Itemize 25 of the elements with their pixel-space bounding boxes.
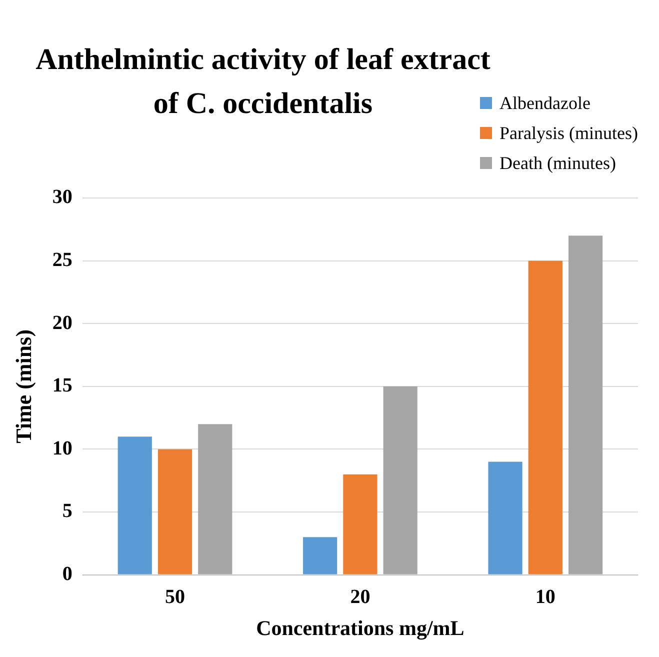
- y-axis-title: Time (mins): [10, 329, 36, 444]
- y-tick-label: 5: [62, 500, 72, 522]
- y-tick-label: 0: [62, 562, 72, 585]
- legend-label: Paralysis (minutes): [500, 122, 638, 144]
- chart-title: Anthelmintic activity of leaf extract of C. occidentalis: [34, 42, 492, 122]
- y-tick-label: 25: [52, 248, 72, 271]
- y-tick-label: 20: [52, 312, 72, 334]
- bar: [118, 436, 152, 574]
- y-tick-label: 10: [52, 437, 72, 460]
- legend-label: Albendazole: [500, 92, 590, 114]
- bar: [488, 462, 522, 574]
- bar: [568, 236, 603, 574]
- bar: [528, 260, 562, 574]
- bar: [303, 537, 338, 574]
- bar: [343, 474, 378, 574]
- x-tick-label: 10: [535, 586, 556, 608]
- y-tick-label: 30: [52, 186, 72, 208]
- bar: [383, 386, 418, 574]
- x-tick-label: 20: [350, 586, 370, 608]
- bar: [158, 449, 192, 574]
- x-axis-title: Concentrations mg/mL: [256, 616, 464, 640]
- y-tick-label: 15: [52, 374, 72, 397]
- bar: [198, 424, 232, 574]
- x-tick-label: 50: [165, 586, 185, 608]
- legend-label: Death (minutes): [500, 152, 616, 174]
